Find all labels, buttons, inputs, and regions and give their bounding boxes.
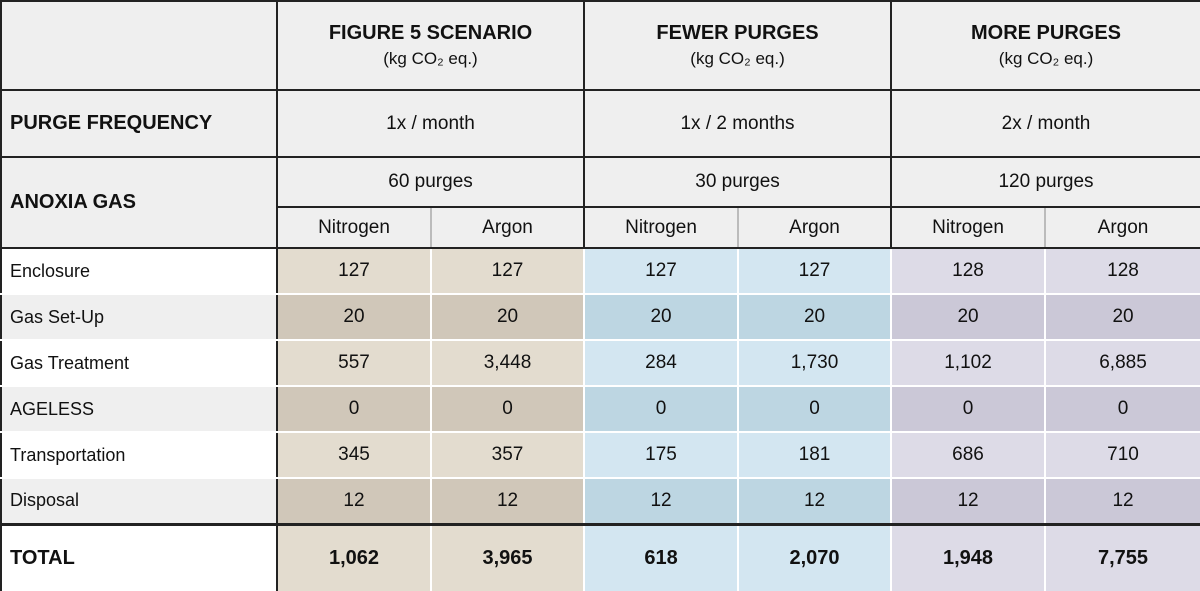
value-cell: 20: [276, 293, 432, 341]
row-label: Disposal: [0, 477, 278, 525]
gas-cell: Nitrogen: [276, 206, 432, 249]
total-cell: 618: [583, 522, 740, 591]
value-cell: 12: [583, 477, 740, 525]
value-cell: 345: [276, 431, 432, 479]
column-header: MORE PURGES (kg CO₂ eq.): [890, 0, 1200, 91]
total-cell: 3,965: [429, 522, 586, 591]
gas-cell: Nitrogen: [583, 206, 739, 249]
value-cell: 0: [890, 385, 1047, 433]
value-cell: 0: [737, 385, 893, 433]
column-unit: (kg CO₂ eq.): [383, 49, 478, 68]
table-row: FIGURE 5 SCENARIO (kg CO₂ eq.) FEWER PURGE…: [0, 0, 1200, 91]
value-cell: 1,730: [737, 339, 893, 387]
gas-cell: Nitrogen: [890, 206, 1046, 249]
value-cell: 20: [1044, 293, 1200, 341]
table-row: Transportation 345 357 175 181 686 710: [0, 431, 1200, 479]
value-cell: 181: [737, 431, 893, 479]
table-row: TOTAL 1,062 3,965 618 2,070 1,948 7,755: [0, 522, 1200, 591]
value-cell: 0: [1044, 385, 1200, 433]
value-cell: 175: [583, 431, 740, 479]
table-row: Disposal 12 12 12 12 12 12: [0, 477, 1200, 525]
value-cell: 0: [583, 385, 740, 433]
value-cell: 0: [276, 385, 432, 433]
row-label: AGELESS: [0, 385, 278, 433]
row-label: Gas Set-Up: [0, 293, 278, 341]
value-cell: 20: [737, 293, 893, 341]
value-cell: 557: [276, 339, 432, 387]
table-row: ANOXIA GAS 60 purges 30 purges 120 purges: [0, 156, 1200, 249]
frequency-cell: 1x / month: [275, 89, 586, 158]
row-label: Transportation: [0, 431, 278, 479]
value-cell: 3,448: [429, 339, 586, 387]
row-label: Enclosure: [0, 247, 278, 295]
value-cell: 20: [583, 293, 740, 341]
value-cell: 284: [583, 339, 740, 387]
column-title: MORE PURGES: [971, 22, 1122, 44]
value-cell: 127: [583, 247, 740, 295]
column-title: FEWER PURGES: [656, 22, 819, 44]
frequency-cell: 2x / month: [890, 89, 1200, 158]
gas-cell: Argon: [429, 206, 586, 249]
row-label: Gas Treatment: [0, 339, 278, 387]
row-header: PURGE FREQUENCY: [0, 89, 278, 158]
column-unit: (kg CO₂ eq.): [998, 49, 1094, 68]
value-cell: 0: [429, 385, 586, 433]
value-cell: 6,885: [1044, 339, 1200, 387]
value-cell: 357: [429, 431, 586, 479]
column-unit: (kg CO₂ eq.): [690, 49, 785, 68]
value-cell: 127: [737, 247, 893, 295]
value-cell: 12: [429, 477, 586, 525]
total-label: TOTAL: [0, 522, 278, 591]
gas-cell: Argon: [737, 206, 893, 249]
value-cell: 1,102: [890, 339, 1047, 387]
column-title: FIGURE 5 SCENARIO: [328, 22, 533, 44]
row-header: ANOXIA GAS: [0, 156, 278, 249]
column-header: FIGURE 5 SCENARIO (kg CO₂ eq.): [275, 0, 586, 91]
table-row: Gas Set-Up 20 20 20 20 20 20: [0, 293, 1200, 341]
total-cell: 1,948: [890, 522, 1047, 591]
value-cell: 12: [737, 477, 893, 525]
gas-cell: Argon: [1044, 206, 1200, 249]
total-cell: 7,755: [1044, 522, 1200, 591]
table-row: Enclosure 127 127 127 127 128 128: [0, 247, 1200, 295]
value-cell: 128: [1044, 247, 1200, 295]
table-row: Nitrogen Argon Nitrogen Argon Nitrogen Argon: [1, 206, 1200, 249]
table-row: PURGE FREQUENCY 1x / month 1x / 2 months 2x…: [0, 89, 1200, 158]
column-header: FEWER PURGES (kg CO₂ eq.): [583, 0, 893, 91]
value-cell: 20: [429, 293, 586, 341]
purges-cell: 60 purges: [275, 156, 586, 208]
total-cell: 2,070: [737, 522, 893, 591]
table-row: Gas Treatment 557 3,448 284 1,730 1,102 6,885: [0, 339, 1200, 387]
value-cell: 12: [1044, 477, 1200, 525]
value-cell: 686: [890, 431, 1047, 479]
frequency-cell: 1x / 2 months: [583, 89, 893, 158]
value-cell: 127: [276, 247, 432, 295]
value-cell: 20: [890, 293, 1047, 341]
value-cell: 710: [1044, 431, 1200, 479]
purges-cell: 30 purges: [583, 156, 893, 208]
value-cell: 128: [890, 247, 1047, 295]
value-cell: 12: [276, 477, 432, 525]
corner-cell: [0, 0, 278, 91]
value-cell: 12: [890, 477, 1047, 525]
table-row: AGELESS 0 0 0 0 0 0: [0, 385, 1200, 433]
value-cell: 127: [429, 247, 586, 295]
total-cell: 1,062: [276, 522, 432, 591]
purges-cell: 120 purges: [890, 156, 1200, 208]
